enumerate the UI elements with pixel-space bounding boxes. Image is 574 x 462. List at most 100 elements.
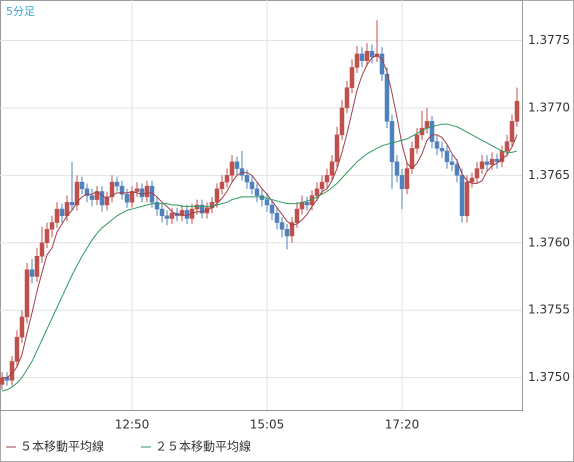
candle-body	[354, 53, 360, 68]
candle-body	[474, 168, 480, 179]
candle-body	[384, 73, 390, 122]
candle-body	[509, 121, 515, 142]
candle-body	[114, 181, 120, 187]
candle-body	[344, 87, 350, 109]
candle-body	[24, 269, 30, 318]
candle-body	[264, 199, 270, 206]
x-tick-label: 17:20	[385, 418, 420, 432]
candle-body	[59, 208, 65, 217]
candle-body	[349, 67, 355, 88]
candle-body	[324, 175, 330, 183]
candle-body	[414, 134, 420, 149]
x-tick-label: 12:50	[115, 418, 150, 432]
candle-body	[479, 161, 485, 169]
candle-body	[99, 191, 105, 206]
candle-body	[109, 181, 115, 198]
candle-body	[274, 212, 280, 223]
candle-body	[19, 316, 25, 338]
candle-body	[449, 161, 455, 165]
candle-body	[49, 222, 55, 230]
candle-body	[89, 195, 95, 200]
candle-body	[219, 181, 225, 190]
candle-body	[234, 161, 240, 169]
y-tick-label: 1.3775	[528, 33, 570, 47]
candle-body	[289, 222, 295, 237]
candle-body	[244, 175, 250, 183]
candle-body	[459, 175, 465, 217]
candle-body	[469, 177, 475, 183]
legend-label: ２５本移動平均線	[155, 439, 251, 454]
candle-body	[14, 336, 20, 362]
y-tick-label: 1.3760	[528, 235, 570, 249]
candle-body	[224, 175, 230, 183]
candle-body	[334, 134, 340, 163]
candle-body	[494, 158, 500, 163]
candle-body	[74, 181, 80, 206]
candle-body	[294, 208, 300, 223]
candle-body	[229, 161, 235, 176]
candle-body	[84, 188, 90, 196]
candle-body	[299, 202, 305, 210]
candle-body	[464, 181, 470, 217]
moving-average-line	[2, 54, 518, 379]
candle-body	[0, 377, 5, 385]
candle-body	[214, 188, 220, 203]
candle-body	[409, 148, 415, 169]
candle-body	[279, 222, 285, 230]
y-tick-label: 1.3755	[528, 303, 570, 317]
y-tick-label: 1.3765	[528, 168, 570, 182]
candle-body	[194, 204, 200, 210]
candle-body	[34, 256, 40, 277]
candle-body	[144, 185, 150, 198]
candle-body	[69, 202, 75, 206]
candle-body	[39, 242, 45, 257]
candle-body	[504, 141, 510, 152]
candle-body	[424, 121, 430, 129]
candle-body	[444, 150, 450, 163]
x-tick-label: 15:05	[250, 418, 285, 432]
candle-body	[284, 229, 290, 237]
candle-body	[239, 168, 245, 176]
legend-label: ５本移動平均線	[20, 439, 104, 454]
candle-body	[359, 53, 365, 61]
candle-body	[329, 161, 335, 176]
candle-body	[304, 202, 310, 206]
candle-body	[434, 141, 440, 149]
candle-body	[139, 188, 145, 198]
candle-body	[394, 161, 400, 176]
candle-body	[104, 196, 110, 206]
candle-body	[44, 229, 50, 244]
y-tick-label: 1.3770	[528, 100, 570, 114]
moving-average-line	[1, 123, 518, 392]
candle-body	[489, 158, 495, 165]
candle-body	[389, 121, 395, 163]
candle-body	[429, 121, 435, 142]
candle-body	[54, 208, 60, 223]
candle-body	[169, 212, 175, 219]
candle-body	[269, 204, 275, 214]
candle-body	[484, 161, 490, 165]
candle-body	[154, 202, 160, 210]
plot-area	[0, 0, 523, 411]
chart-title: 5分足	[6, 5, 35, 18]
candle-body	[159, 208, 165, 217]
candle-body	[379, 53, 385, 75]
candle-body	[179, 210, 185, 217]
candle-body	[124, 193, 130, 203]
candle-body	[314, 188, 320, 196]
candle-body	[439, 148, 445, 152]
candle-body	[514, 100, 520, 122]
candle-body	[134, 188, 140, 192]
candle-body	[184, 210, 190, 219]
candle-body	[249, 181, 255, 190]
candle-body	[339, 107, 345, 136]
candle-body	[199, 204, 205, 214]
candle-body	[79, 181, 85, 190]
candle-body	[129, 191, 135, 203]
candle-body	[119, 185, 125, 195]
y-tick-label: 1.3750	[528, 370, 570, 384]
candle-body	[254, 188, 260, 196]
candle-body	[404, 168, 410, 190]
candle-body	[29, 269, 35, 277]
